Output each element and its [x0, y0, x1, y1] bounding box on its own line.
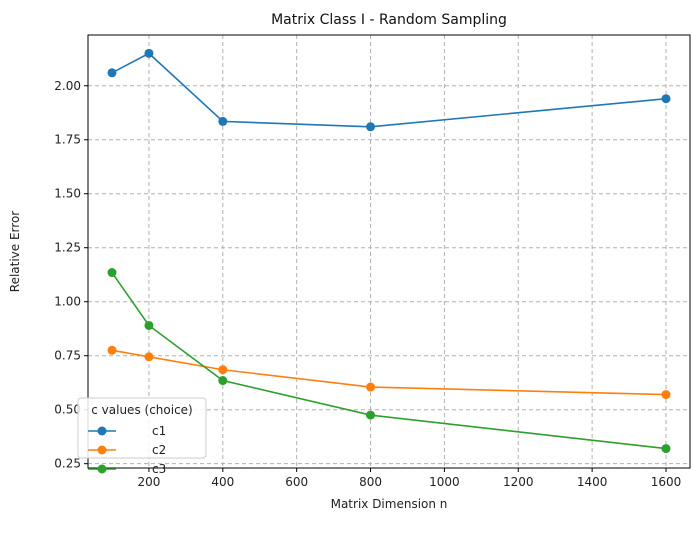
- x-axis-ticks: 200 400 600 800 1000 1200 1400 1600: [137, 468, 681, 489]
- data-point-c3: [661, 444, 671, 454]
- chart-title: Matrix Class I - Random Sampling: [271, 12, 507, 28]
- y-tick-label: 1.50: [54, 187, 81, 201]
- legend-label-c2: c2: [152, 443, 166, 457]
- x-tick-label: 1000: [429, 475, 460, 489]
- data-point-c1: [661, 94, 671, 104]
- x-tick-label: 1200: [503, 475, 534, 489]
- legend-label-c1: c1: [152, 424, 166, 438]
- data-point-c3: [107, 268, 117, 278]
- x-tick-label: 1600: [651, 475, 682, 489]
- y-tick-label: 2.00: [54, 79, 81, 93]
- data-point-c1: [218, 116, 228, 126]
- data-point-c2: [661, 390, 671, 400]
- data-point-c1: [107, 68, 117, 78]
- series-group: [107, 48, 671, 454]
- series-line-c2: [111, 349, 667, 396]
- data-point-c1: [366, 122, 376, 132]
- data-point-c3: [218, 376, 228, 386]
- y-axis-ticks: 0.25 0.50 0.75 1.00 1.25 1.50 1.75 2.00: [54, 79, 88, 471]
- legend-box: [77, 397, 207, 459]
- data-point-c2: [218, 365, 228, 375]
- y-tick-label: 0.75: [54, 349, 81, 363]
- data-point-c2: [107, 345, 117, 355]
- data-point-c2: [144, 352, 154, 362]
- legend-label-c3: c3: [152, 462, 166, 476]
- data-point-c1: [144, 48, 154, 58]
- legend: c values (choice) c1 c2 c3: [77, 397, 207, 476]
- data-point-c3: [144, 320, 154, 330]
- y-tick-label: 0.25: [54, 457, 81, 471]
- y-tick-label: 1.25: [54, 241, 81, 255]
- legend-title: c values (choice): [91, 403, 192, 417]
- y-tick-label: 1.00: [54, 295, 81, 309]
- x-axis-label: Matrix Dimension n: [331, 497, 448, 511]
- x-tick-label: 200: [137, 475, 160, 489]
- y-axis-label: Relative Error: [8, 211, 22, 293]
- y-tick-label: 1.75: [54, 133, 81, 147]
- series-line-c1: [111, 52, 667, 128]
- data-point-c3: [366, 410, 376, 420]
- x-tick-label: 800: [359, 475, 382, 489]
- legend-swatch-marker: [97, 445, 107, 455]
- y-tick-label: 0.50: [54, 403, 81, 417]
- plot-frame: [87, 34, 691, 469]
- legend-swatch-marker: [97, 426, 107, 436]
- legend-swatch-marker: [97, 464, 107, 474]
- x-tick-label: 600: [285, 475, 308, 489]
- data-point-c2: [366, 382, 376, 392]
- x-tick-label: 400: [211, 475, 234, 489]
- x-tick-label: 1400: [577, 475, 608, 489]
